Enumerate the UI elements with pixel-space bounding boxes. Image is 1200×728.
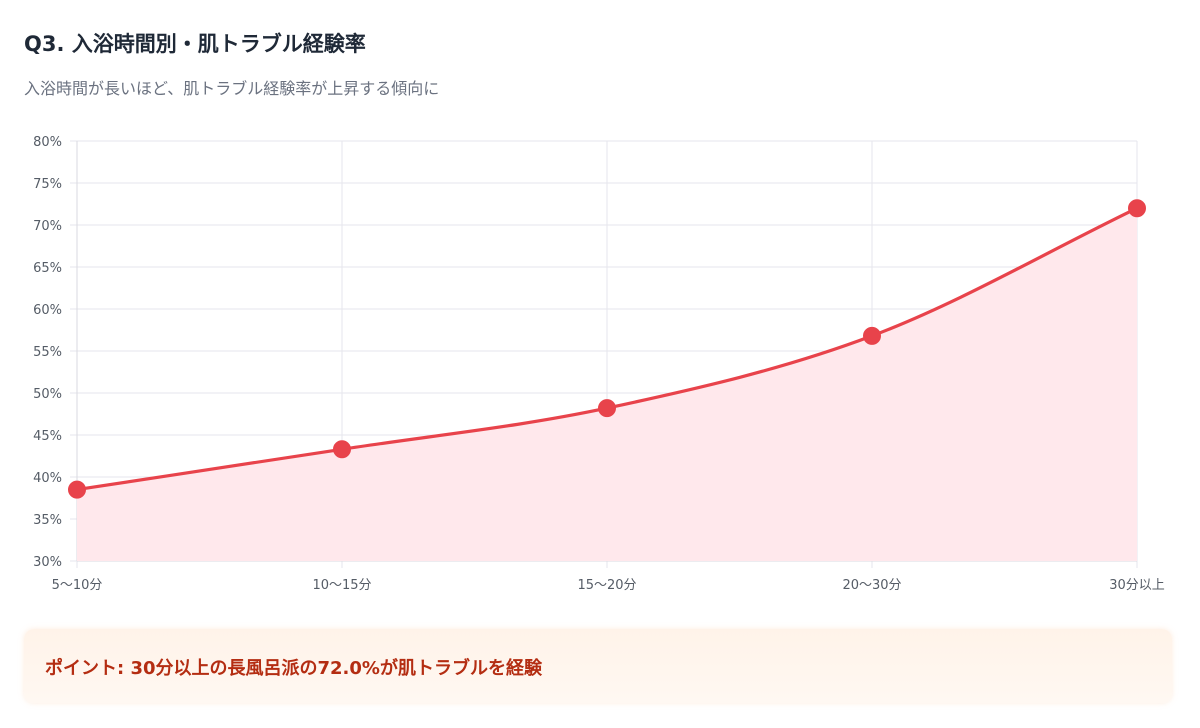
chart-subtitle: 入浴時間が長いほど、肌トラブル経験率が上昇する傾向に (24, 79, 440, 98)
y-tick-label: 35% (33, 513, 62, 528)
data-point (1128, 199, 1146, 218)
y-tick-label: 65% (33, 261, 62, 276)
y-tick-label: 40% (33, 471, 62, 486)
y-tick-label: 50% (33, 387, 62, 402)
y-tick-label: 30% (33, 555, 62, 570)
point-layer (68, 199, 1146, 499)
x-tick-label: 10〜15分 (312, 578, 371, 593)
data-point (598, 399, 616, 418)
data-point (863, 326, 881, 345)
area-layer (77, 208, 1137, 561)
x-tick-label: 5〜10分 (52, 578, 103, 593)
data-point (68, 480, 86, 499)
y-tick-label: 45% (33, 429, 62, 444)
y-tick-label: 80% (33, 135, 62, 150)
x-tick-label: 15〜20分 (577, 578, 636, 593)
line-chart: 30% 35% 40% 45% 50% 55% 60% 65% 70% 75% 80% 5〜10分 1… (33, 135, 1165, 593)
insight-text: ポイント: 30分以上の長風呂派の72.0%が肌トラブルを経験 (45, 658, 542, 679)
x-tick-label: 20〜30分 (842, 578, 901, 593)
series-area (77, 208, 1137, 561)
y-axis-ticks: 30% 35% 40% 45% 50% 55% 60% 65% 70% 75% 80% (33, 135, 62, 570)
insight-callout: ポイント: 30分以上の長風呂派の72.0%が肌トラブルを経験 (24, 629, 1172, 703)
y-tick-label: 75% (33, 177, 62, 192)
y-tick-label: 60% (33, 303, 62, 318)
data-point (333, 440, 351, 459)
y-tick-label: 70% (33, 219, 62, 234)
x-tick-label: 30分以上 (1109, 578, 1165, 593)
y-tick-label: 55% (33, 345, 62, 360)
x-axis-ticks: 5〜10分 10〜15分 15〜20分 20〜30分 30分以上 (52, 578, 1165, 593)
chart-title: Q3. 入浴時間別・肌トラブル経験率 (24, 32, 366, 56)
